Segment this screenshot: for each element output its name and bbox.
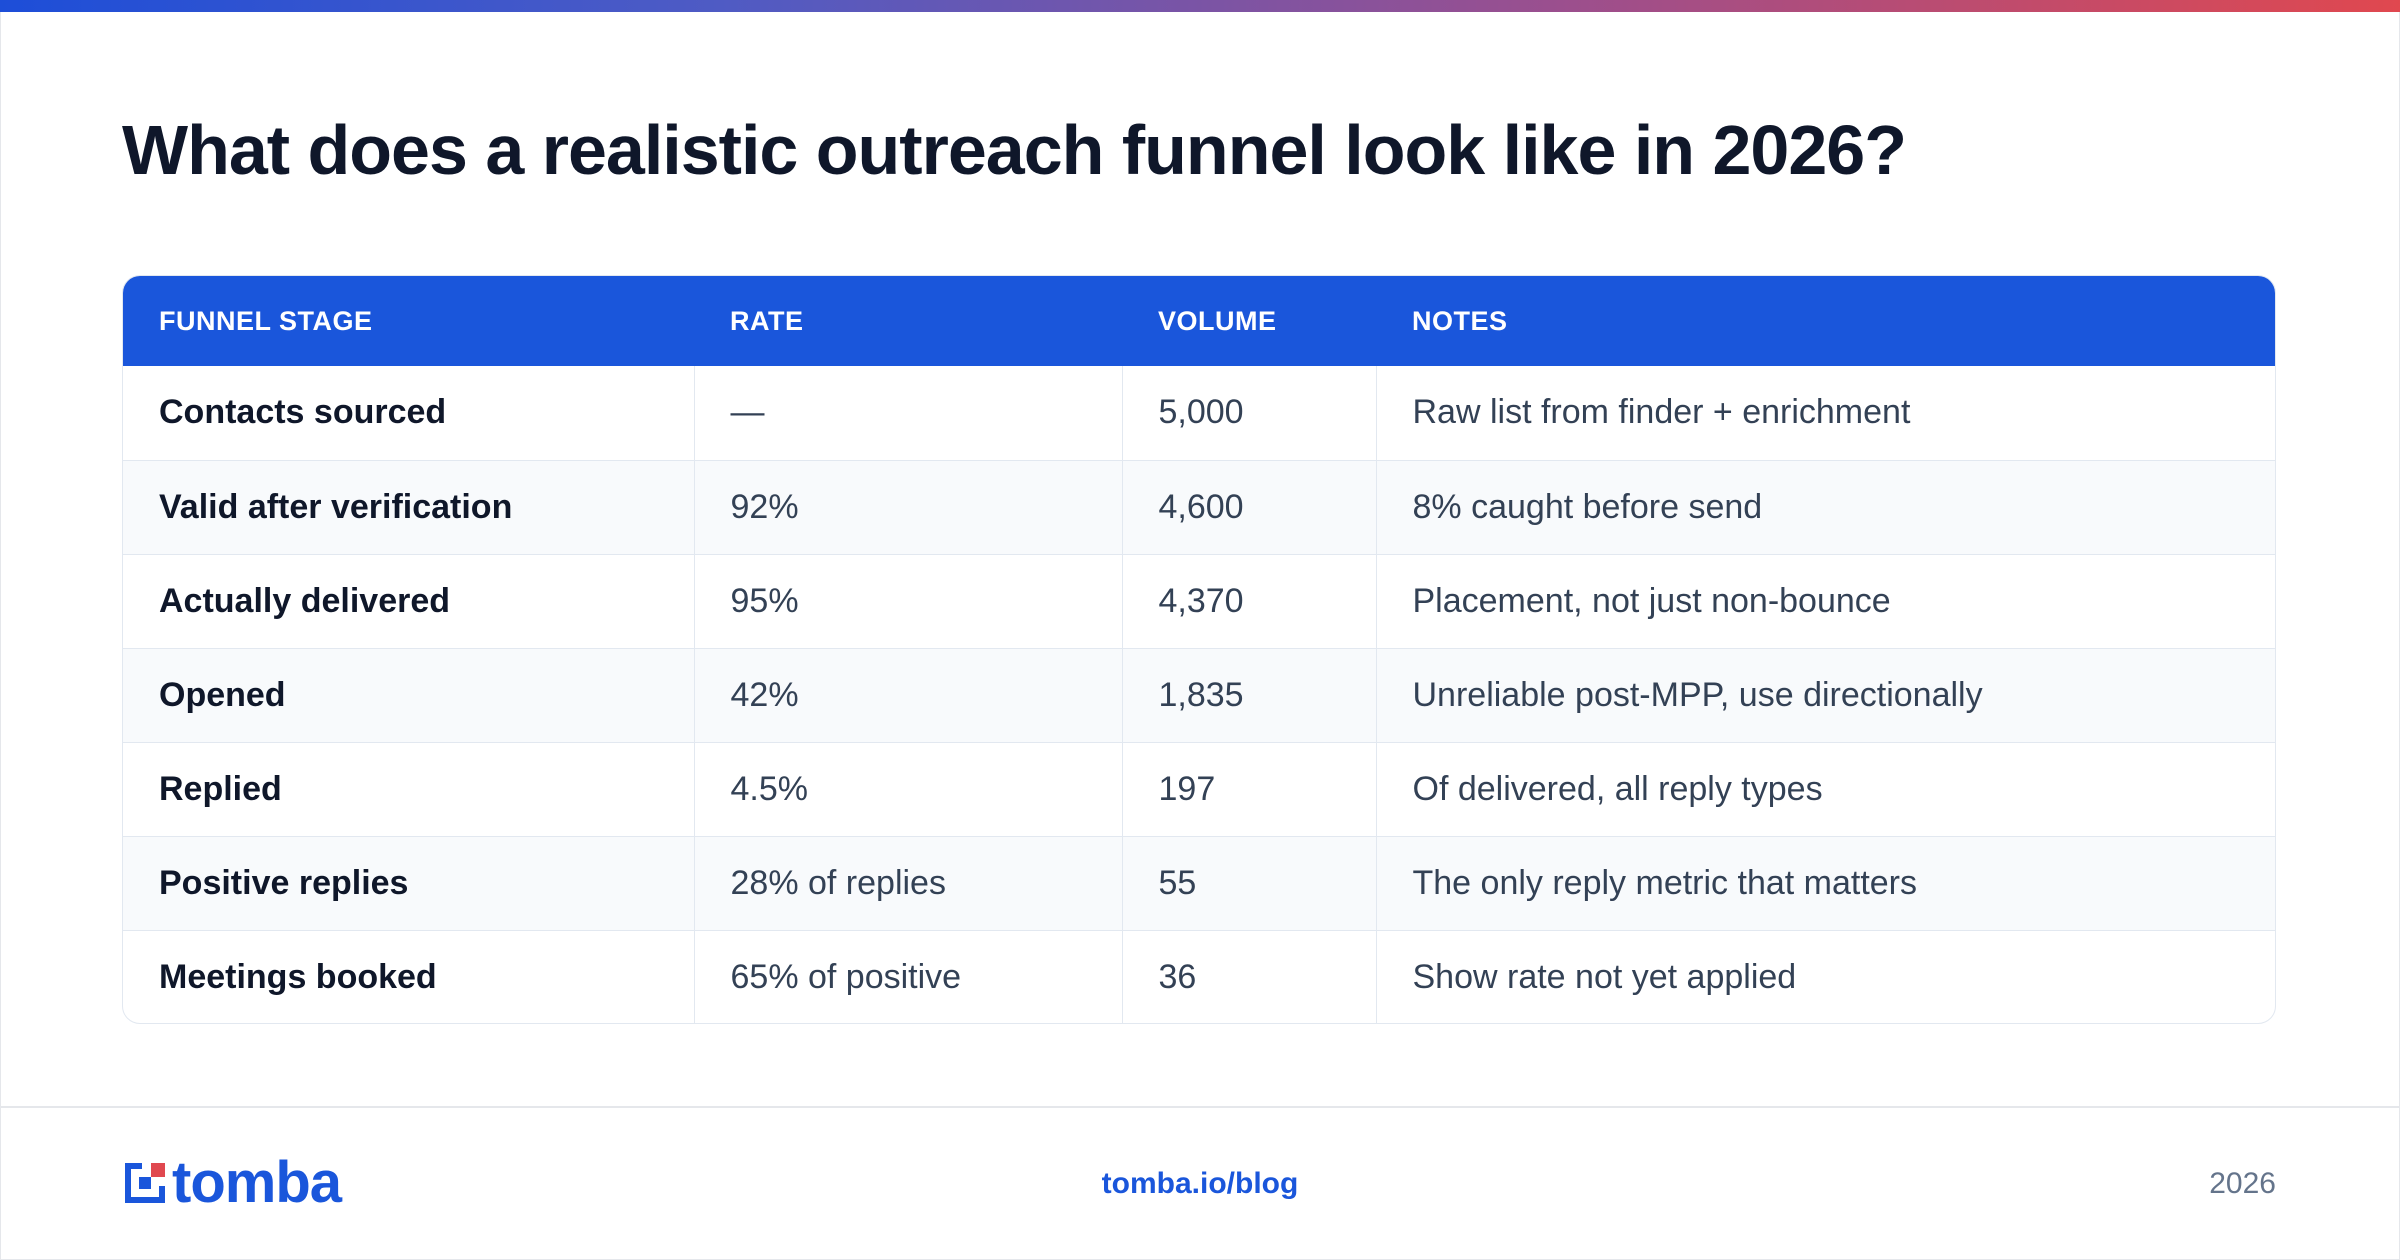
cell-notes: Show rate not yet applied [1375, 929, 2275, 1023]
cell-volume: 4,600 [1121, 459, 1376, 554]
cell-volume: 36 [1121, 929, 1376, 1023]
cell-rate: 92% [693, 459, 1122, 554]
blog-link[interactable]: tomba.io/blog [1101, 1167, 1299, 1200]
table-row: Valid after verification 92% 4,600 8% ca… [123, 459, 2275, 554]
cell-stage: Meetings booked [123, 929, 694, 1023]
cell-volume: 55 [1121, 835, 1376, 930]
funnel-table: FUNNEL STAGE RATE VOLUME NOTES Contacts … [123, 276, 2275, 1023]
cell-volume: 1,835 [1121, 647, 1376, 742]
table-row: Positive replies 28% of replies 55 The o… [123, 835, 2275, 930]
funnel-table-card: FUNNEL STAGE RATE VOLUME NOTES Contacts … [122, 275, 2276, 1024]
table-row: Actually delivered 95% 4,370 Placement, … [123, 553, 2275, 648]
table-row: Meetings booked 65% of positive 36 Show … [123, 929, 2275, 1023]
cell-notes: Placement, not just non-bounce [1375, 553, 2275, 648]
cell-notes: Of delivered, all reply types [1375, 741, 2275, 836]
header-funnel-stage: FUNNEL STAGE [159, 305, 373, 336]
cell-rate: 95% [693, 553, 1122, 648]
cell-stage: Actually delivered [123, 553, 694, 648]
cell-notes: 8% caught before send [1375, 459, 2275, 554]
logo-wordmark: tomba [172, 1150, 342, 1215]
cell-volume: 5,000 [1121, 366, 1376, 460]
footer-year: 2026 [2209, 1167, 2276, 1200]
cell-notes: Unreliable post-MPP, use directionally [1375, 647, 2275, 742]
tomba-logo[interactable]: tomba [122, 1150, 342, 1215]
header-rate: RATE [730, 305, 804, 336]
header-notes: NOTES [1412, 305, 1508, 336]
cell-notes: Raw list from finder + enrichment [1375, 366, 2275, 460]
cell-volume: 4,370 [1121, 553, 1376, 648]
cell-rate: 28% of replies [693, 835, 1122, 930]
cell-stage: Opened [123, 647, 694, 742]
table-header-row: FUNNEL STAGE RATE VOLUME NOTES [123, 276, 2275, 366]
table-row: Opened 42% 1,835 Unreliable post-MPP, us… [123, 647, 2275, 742]
gradient-top-bar [0, 0, 2400, 12]
page-title: What does a realistic outreach funnel lo… [122, 111, 1907, 189]
cell-stage: Valid after verification [123, 459, 694, 554]
cell-stage: Replied [123, 741, 694, 836]
cell-stage: Positive replies [123, 835, 694, 930]
table-row: Replied 4.5% 197 Of delivered, all reply… [123, 741, 2275, 836]
footer-divider [0, 1106, 2400, 1108]
cell-rate: 65% of positive [693, 929, 1122, 1023]
cell-stage: Contacts sourced [159, 393, 447, 432]
cell-rate: 42% [693, 647, 1122, 742]
header-volume: VOLUME [1158, 305, 1277, 336]
tomba-logo-icon [122, 1160, 168, 1206]
cell-volume: 197 [1121, 741, 1376, 836]
cell-rate: 4.5% [693, 741, 1122, 836]
cell-notes: The only reply metric that matters [1375, 835, 2275, 930]
cell-rate: — [693, 366, 1122, 460]
table-row: Contacts sourced — 5,000 Raw list from f… [123, 366, 2275, 460]
